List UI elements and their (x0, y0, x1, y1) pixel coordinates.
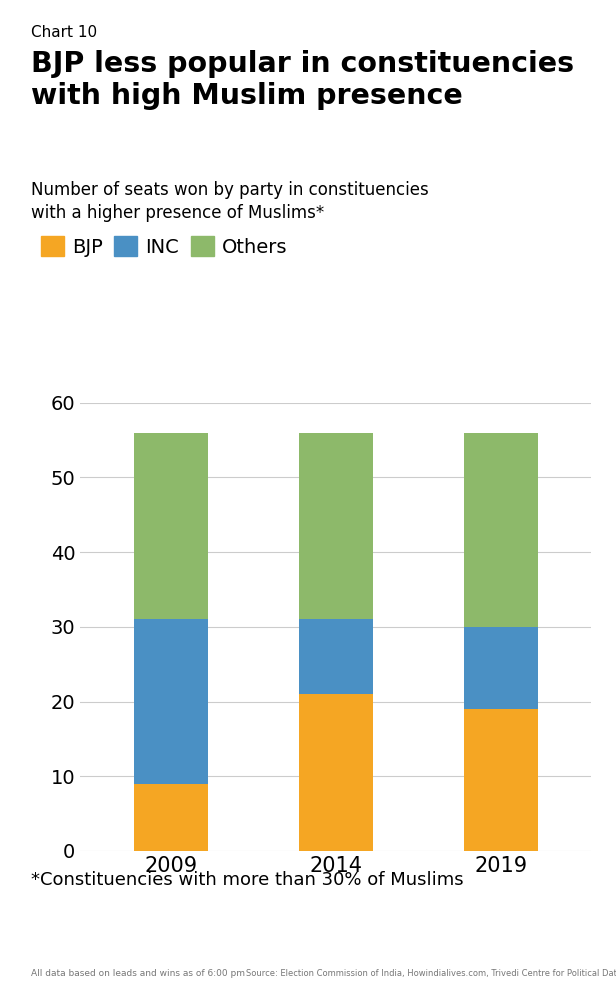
Bar (464, 626, 538, 709)
Bar (134, 783, 208, 851)
Text: Chart 10: Chart 10 (31, 25, 97, 40)
Bar (299, 619, 373, 694)
Text: Source: Election Commission of India, Howindialives.com, Trivedi Centre for Poli: Source: Election Commission of India, Ho… (246, 969, 616, 978)
Bar (464, 433, 538, 626)
Text: BJP less popular in constituencies
with high Muslim presence: BJP less popular in constituencies with … (31, 50, 574, 110)
Bar (134, 619, 208, 783)
Bar (134, 433, 208, 619)
Text: Number of seats won by party in constituencies
with a higher presence of Muslims: Number of seats won by party in constitu… (31, 181, 429, 223)
Text: All data based on leads and wins as of 6:00 pm: All data based on leads and wins as of 6… (31, 969, 245, 978)
Bar (464, 709, 538, 851)
Bar (299, 433, 373, 619)
Text: *Constituencies with more than 30% of Muslims: *Constituencies with more than 30% of Mu… (31, 871, 463, 889)
Legend: BJP, INC, Others: BJP, INC, Others (41, 237, 287, 257)
Bar (299, 694, 373, 851)
